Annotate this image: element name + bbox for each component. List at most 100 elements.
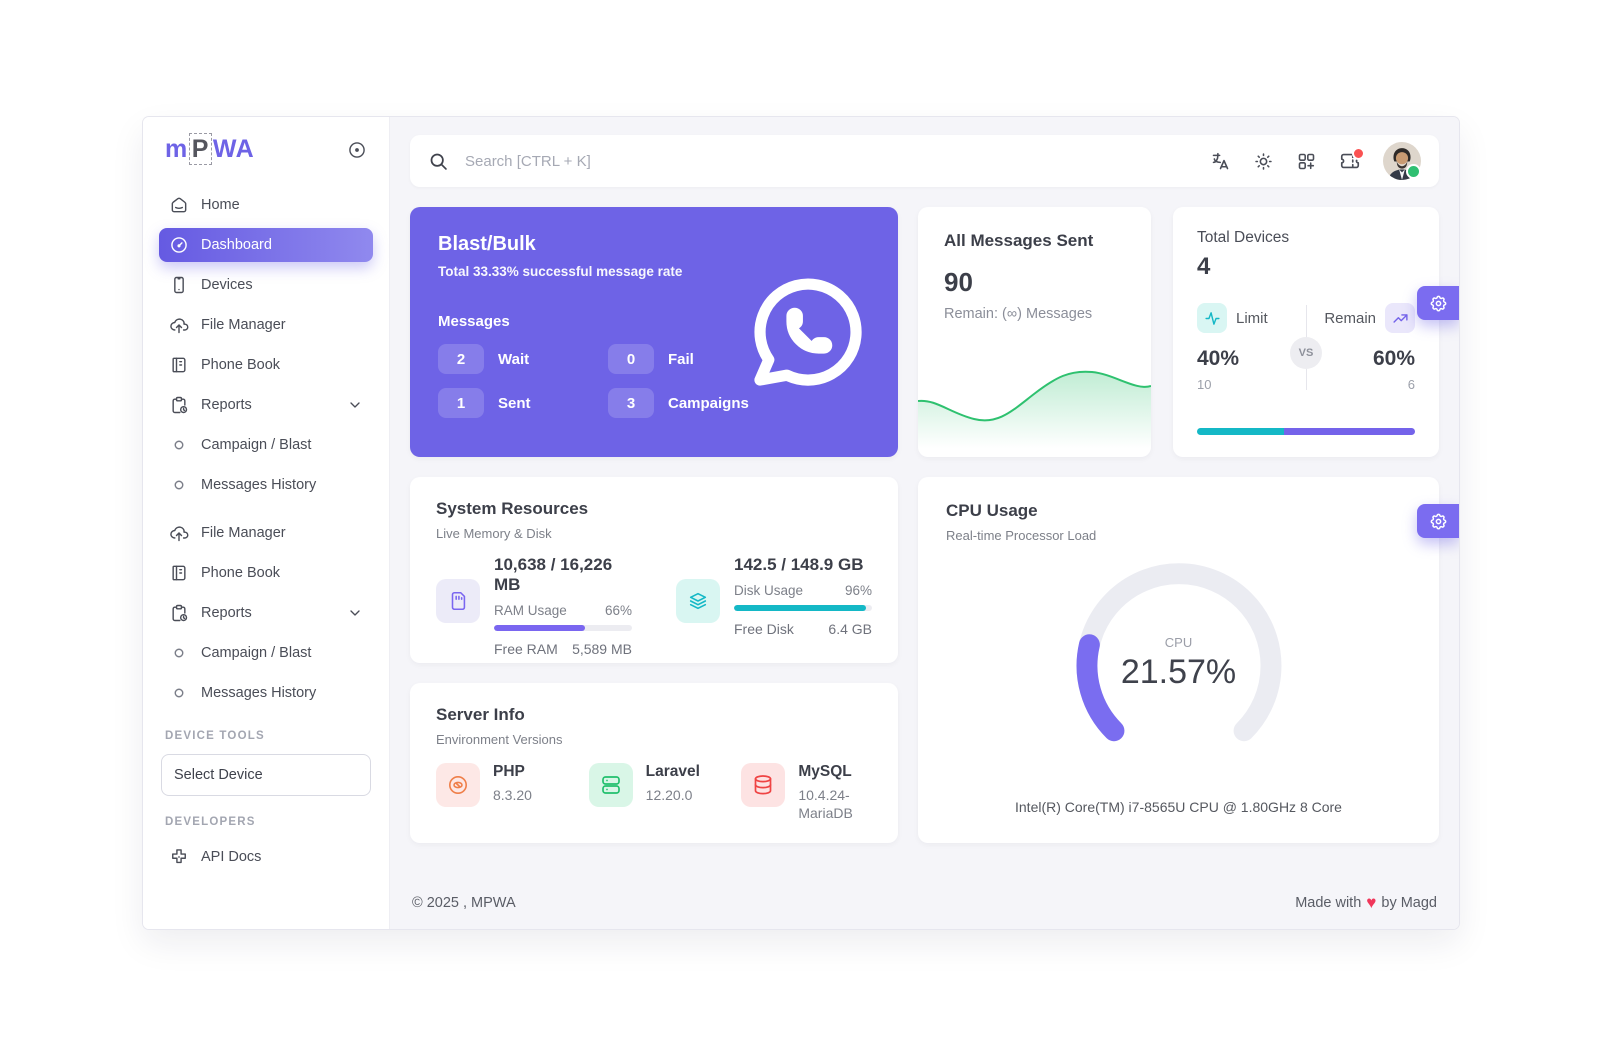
disk-total: 142.5 / 148.9 GB — [734, 555, 864, 574]
sidebar-item-api-docs[interactable]: API Docs — [159, 840, 373, 874]
ram-free-label: Free RAM — [494, 641, 558, 657]
all-messages-value: 90 — [944, 267, 973, 297]
select-device-dropdown[interactable]: Select Device — [161, 754, 371, 796]
grid-add-icon — [1298, 153, 1315, 169]
env-php-name: PHP — [493, 763, 525, 780]
user-avatar[interactable] — [1383, 142, 1421, 180]
sidebar-item-campaign-blast[interactable]: Campaign / Blast — [159, 428, 373, 462]
notebook-icon — [172, 357, 186, 373]
footer: © 2025 , MPWA Made with ♥ by Magd — [410, 877, 1439, 913]
language-button[interactable] — [1210, 151, 1231, 172]
ram-usage-pct: 66% — [604, 603, 632, 618]
credits-prefix: Made with — [1295, 895, 1362, 911]
sidebar: m P WA Home Dashboard Devices File Manager — [143, 117, 390, 929]
cloud-upload-icon — [170, 526, 189, 542]
vs-badge: VS — [1290, 337, 1322, 369]
sidebar-item-label: Phone Book — [201, 357, 281, 373]
dashboard-content: Blast/Bulk Total 33.33% successful messa… — [410, 207, 1439, 843]
api-icon — [172, 849, 186, 864]
stat-campaigns-value: 3 — [608, 388, 654, 418]
stat-wait-value: 2 — [438, 344, 484, 374]
sidebar-item-label: Home — [201, 197, 240, 213]
search-icon — [430, 153, 447, 170]
total-devices-card: Total Devices 4 VS Limit — [1173, 207, 1439, 457]
stat-wait-label: Wait — [498, 350, 530, 368]
cpu-subtitle: Real-time Processor Load — [946, 528, 1097, 543]
disk-stack-icon — [689, 592, 707, 610]
whatsapp-icon — [754, 278, 862, 386]
sidebar-item-file-manager[interactable]: File Manager — [159, 308, 373, 342]
stat-fail-label: Fail — [668, 350, 694, 368]
env-mysql-name: MySQL — [798, 763, 852, 780]
server-title: Server Info — [436, 705, 525, 724]
main-area: Blast/Bulk Total 33.33% successful messa… — [390, 117, 1459, 929]
all-messages-card: All Messages Sent 90 Remain: (∞) Message… — [918, 207, 1151, 457]
mobile-icon — [174, 276, 184, 294]
remain-percent: 60% — [1372, 347, 1415, 370]
sidebar-item-messages-history-2[interactable]: Messages History — [159, 676, 373, 710]
cpu-gauge-chart: CPU 21.57% — [1064, 561, 1294, 760]
sidebar-item-label: Phone Book — [201, 565, 281, 581]
sun-icon — [1255, 152, 1272, 170]
limit-percent: 40% — [1197, 347, 1240, 370]
circle-icon — [174, 480, 184, 490]
disk-free-value: 6.4 GB — [828, 621, 872, 637]
php-icon — [449, 776, 467, 794]
ram-usage-label: RAM Usage — [494, 603, 567, 618]
report-icon — [172, 396, 188, 414]
sidebar-item-label: Campaign / Blast — [201, 437, 312, 453]
ram-progress — [494, 625, 632, 631]
system-subtitle: Live Memory & Disk — [436, 526, 552, 541]
chevron-down-icon — [350, 402, 360, 408]
blast-bulk-card: Blast/Bulk Total 33.33% successful messa… — [410, 207, 898, 457]
ram-icon — [451, 591, 466, 611]
dashboard-icon — [171, 237, 187, 253]
cpu-gauge-value: 21.57% — [1120, 653, 1237, 691]
logo-part: WA — [212, 135, 255, 163]
disk-progress — [734, 605, 872, 611]
search-input[interactable] — [463, 151, 1196, 171]
sidebar-item-home[interactable]: Home — [159, 188, 373, 222]
credits-suffix: by Magd — [1381, 895, 1437, 911]
heart-icon: ♥ — [1366, 893, 1377, 912]
system-resources-card: System Resources Live Memory & Disk 10,6… — [410, 477, 898, 663]
shortcuts-button[interactable] — [1296, 151, 1317, 172]
logo-part: P — [188, 133, 212, 165]
sidebar-item-devices[interactable]: Devices — [159, 268, 373, 302]
stat-sent: 1 Sent — [438, 388, 608, 418]
stat-sent-value: 1 — [438, 388, 484, 418]
all-messages-title: All Messages Sent — [944, 231, 1094, 250]
sidebar-item-reports-2[interactable]: Reports — [159, 596, 373, 630]
sidebar-item-phone-book-2[interactable]: Phone Book — [159, 556, 373, 590]
chevron-down-icon — [350, 610, 360, 616]
notification-dot — [1352, 147, 1365, 160]
env-laravel-version: 12.20.0 — [645, 787, 693, 803]
copyright-text: © 2025 , MPWA — [412, 895, 516, 911]
disk-usage-pct: 96% — [844, 583, 872, 598]
theme-toggle-button[interactable] — [1253, 151, 1274, 172]
messages-sparkline-chart — [918, 370, 1151, 457]
sidebar-item-dashboard[interactable]: Dashboard — [159, 228, 373, 262]
settings-fab-top[interactable] — [1417, 286, 1459, 320]
sidebar-nav: Home Dashboard Devices File Manager Phon… — [159, 188, 373, 710]
online-status-dot — [1406, 164, 1421, 179]
sidebar-item-campaign-blast-2[interactable]: Campaign / Blast — [159, 636, 373, 670]
database-icon — [754, 775, 772, 795]
notifications-button[interactable] — [1339, 147, 1365, 172]
env-php-version: 8.3.20 — [493, 787, 532, 803]
sidebar-item-label: API Docs — [201, 849, 262, 865]
sidebar-item-messages-history[interactable]: Messages History — [159, 468, 373, 502]
sidebar-toggle-button[interactable] — [347, 140, 367, 160]
cloud-upload-icon — [170, 318, 189, 334]
settings-fab-bottom[interactable] — [1417, 504, 1459, 538]
trending-up-icon — [1392, 313, 1408, 323]
sidebar-item-label: Dashboard — [201, 237, 272, 253]
sidebar-item-phone-book[interactable]: Phone Book — [159, 348, 373, 382]
ram-free-value: 5,589 MB — [572, 641, 632, 657]
sidebar-item-file-manager-2[interactable]: File Manager — [159, 516, 373, 550]
blast-messages-label: Messages — [438, 313, 510, 330]
cpu-gauge-label: CPU — [1164, 635, 1193, 650]
sidebar-item-reports[interactable]: Reports — [159, 388, 373, 422]
env-laravel-name: Laravel — [645, 763, 700, 780]
activity-icon — [1204, 311, 1220, 325]
